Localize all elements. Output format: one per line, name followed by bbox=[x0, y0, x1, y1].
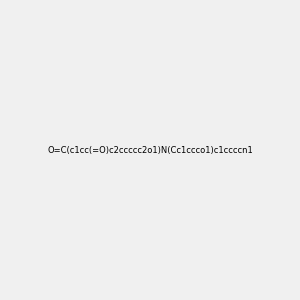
Text: O=C(c1cc(=O)c2ccccc2o1)N(Cc1ccco1)c1ccccn1: O=C(c1cc(=O)c2ccccc2o1)N(Cc1ccco1)c1cccc… bbox=[47, 146, 253, 154]
